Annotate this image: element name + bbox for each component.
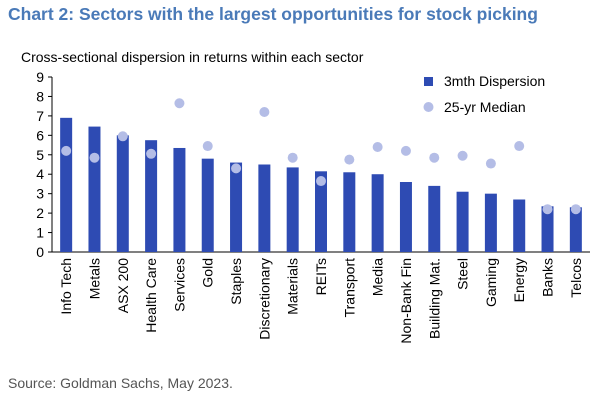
y-tick-label: 8 — [36, 88, 44, 104]
median-point-building-mat — [429, 152, 440, 163]
x-tick-label-steel: Steel — [455, 258, 471, 290]
chart-title: Chart 2: Sectors with the largest opport… — [8, 4, 538, 24]
x-tick-label-energy: Energy — [511, 258, 527, 302]
x-tick-label-non-bank-fin: Non-Bank Fin — [398, 258, 414, 344]
x-tick-label-materials: Materials — [285, 258, 301, 315]
bar-building-mat — [428, 185, 441, 252]
median-point-telcos — [570, 204, 581, 215]
bar-asx-200 — [116, 135, 129, 252]
bar-transport — [343, 172, 356, 252]
legend: 3mth Dispersion 25-yr Median — [423, 73, 545, 115]
bar-gaming — [484, 193, 497, 252]
x-tick-label-discretionary: Discretionary — [256, 258, 272, 340]
x-tick-label-banks: Banks — [540, 258, 556, 297]
y-tick-label: 7 — [36, 108, 44, 124]
median-point-media — [372, 142, 383, 152]
bar-banks — [541, 206, 554, 252]
x-tick-label-building-mat: Building Mat. — [426, 258, 442, 339]
x-tick-label-gaming: Gaming — [483, 258, 499, 307]
median-point-health-care — [146, 148, 157, 159]
bar-discretionary — [258, 164, 271, 252]
y-tick-label: 0 — [36, 244, 44, 260]
bar-gold — [201, 158, 214, 252]
median-point-reits — [316, 176, 326, 187]
median-point-steel — [457, 150, 468, 161]
median-point-transport — [344, 154, 355, 165]
bar-media — [371, 174, 384, 252]
bar-info-tech — [60, 117, 73, 252]
x-tick-label-asx-200: ASX 200 — [115, 258, 131, 313]
marker-series — [61, 98, 581, 215]
x-tick-label-media: Media — [370, 258, 386, 296]
bar-energy — [513, 199, 526, 252]
chart-subtitle: Cross-sectional dispersion in returns wi… — [21, 49, 364, 65]
dispersion-chart: 0 1 2 3 4 5 6 7 8 9 Info Tech Metals ASX 200 Health … — [36, 69, 590, 344]
x-tick-label-services: Services — [171, 258, 187, 312]
x-tick-label-health-care: Health Care — [143, 258, 159, 333]
bar-metals — [88, 126, 101, 252]
median-point-energy — [514, 141, 525, 152]
median-point-staples — [231, 163, 242, 174]
y-tick-label: 2 — [36, 205, 44, 221]
x-tick-label-gold: Gold — [200, 258, 216, 288]
bar-materials — [286, 167, 299, 252]
x-tick-label-transport: Transport — [341, 258, 357, 318]
bar-telcos — [569, 207, 582, 252]
median-point-non-bank-fin — [400, 145, 411, 156]
median-point-discretionary — [259, 107, 270, 117]
x-tick-label-staples: Staples — [228, 258, 244, 305]
median-point-asx-200 — [117, 131, 128, 142]
bar-health-care — [145, 140, 158, 252]
bar-series — [60, 117, 582, 252]
median-point-metals — [89, 152, 100, 163]
x-tick-label-metals: Metals — [86, 258, 102, 299]
x-tick-label-telcos: Telcos — [568, 258, 584, 298]
y-tick-label: 6 — [36, 127, 44, 143]
median-point-banks — [542, 204, 553, 215]
x-axis-labels: Info Tech Metals ASX 200 Health Care Service… — [58, 258, 584, 344]
y-tick-label: 5 — [36, 147, 44, 163]
y-tick-label: 3 — [36, 186, 44, 202]
bar-staples — [230, 162, 243, 252]
median-point-gold — [202, 141, 213, 152]
median-point-info-tech — [61, 145, 72, 156]
source-note: Source: Goldman Sachs, May 2023. — [8, 375, 233, 391]
bar-non-bank-fin — [399, 182, 412, 252]
x-tick-label-info-tech: Info Tech — [58, 258, 74, 315]
bar-services — [173, 147, 186, 252]
median-point-gaming — [485, 158, 496, 169]
y-tick-label: 9 — [36, 69, 44, 85]
median-point-materials — [287, 152, 298, 163]
legend-label-3mth-dispersion: 3mth Dispersion — [444, 73, 545, 89]
legend-label-25yr-median: 25-yr Median — [444, 99, 526, 115]
y-tick-label: 4 — [36, 166, 44, 182]
legend-swatch-3mth-dispersion — [424, 77, 433, 86]
median-point-services — [174, 98, 185, 109]
bar-reits — [315, 171, 327, 252]
x-tick-label-reits: REITs — [313, 258, 329, 295]
bar-steel — [456, 191, 469, 252]
legend-swatch-25yr-median — [423, 102, 434, 112]
y-tick-label: 1 — [36, 225, 44, 241]
